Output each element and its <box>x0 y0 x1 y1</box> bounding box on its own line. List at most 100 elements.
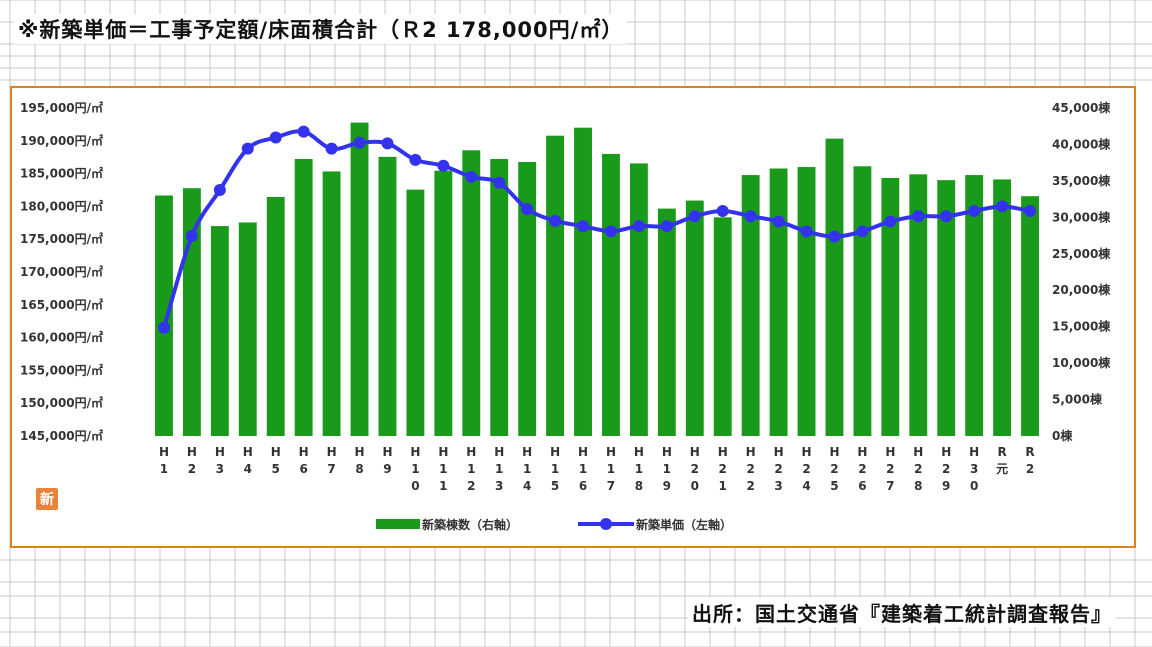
bar-H19 <box>657 208 676 436</box>
bar-H13 <box>490 159 509 436</box>
price-point-H5 <box>269 131 282 144</box>
bar-H28 <box>909 174 928 436</box>
price-point-H1 <box>157 321 170 334</box>
right-axis-tick-label: 0棟 <box>1052 428 1073 443</box>
left-axis-tick-label: 165,000円/㎡ <box>20 297 103 312</box>
bar-H4 <box>238 222 257 436</box>
bar-H12 <box>462 150 481 436</box>
right-axis-tick-label: 20,000棟 <box>1052 282 1111 297</box>
bar-H3 <box>210 226 229 436</box>
right-axis-tick-label: 15,000棟 <box>1052 319 1111 334</box>
bar-H11 <box>434 170 453 436</box>
price-point-H24 <box>800 225 813 238</box>
price-point-H25 <box>828 230 841 243</box>
bar-H15 <box>546 135 565 436</box>
price-point-H18 <box>632 220 645 233</box>
chart: 195,000円/㎡ 190,000円/㎡ 185,000円/㎡ 180,000円/㎡… <box>20 100 1111 532</box>
left-axis-tick-label: 175,000円/㎡ <box>20 231 103 246</box>
price-point-R元 <box>996 200 1009 213</box>
bar-H16 <box>574 127 592 437</box>
bar-H7 <box>322 171 341 436</box>
bar-H1 <box>155 195 173 436</box>
right-axis-tick-label: 25,000棟 <box>1052 246 1111 261</box>
left-axis-tick-label: 160,000円/㎡ <box>20 330 103 345</box>
bar-H18 <box>629 163 648 436</box>
left-axis-tick-label: 145,000円/㎡ <box>20 428 103 443</box>
right-axis-tick-label: 35,000棟 <box>1052 173 1111 188</box>
bar-H20 <box>685 200 704 436</box>
bar-H29 <box>937 180 956 436</box>
bar-H10 <box>406 189 425 436</box>
price-point-H4 <box>241 142 254 155</box>
price-point-H19 <box>660 220 673 233</box>
price-series-line <box>162 129 1031 329</box>
bar-H6 <box>294 159 313 436</box>
price-point-H13 <box>493 176 506 189</box>
price-point-H27 <box>884 215 897 228</box>
right-axis-tick-label: 5,000棟 <box>1052 392 1103 407</box>
right-axis-tick-label: 45,000棟 <box>1052 100 1111 115</box>
price-point-H26 <box>856 225 869 238</box>
price-point-H23 <box>772 215 785 228</box>
source-caption: 出所：国土交通省『建築着工統計調査報告』 <box>688 598 1116 627</box>
price-point-H21 <box>716 204 729 217</box>
price-point-H2 <box>185 229 198 242</box>
price-point-H20 <box>688 210 701 223</box>
price-point-H8 <box>353 136 366 149</box>
bar-H9 <box>378 156 397 436</box>
page-title: ※新築単価＝工事予定額/床面積合計（Ｒ2 178,000円/㎡） <box>14 14 628 44</box>
bar-H30 <box>965 175 984 436</box>
price-point-H22 <box>744 210 757 223</box>
price-point-H11 <box>437 159 450 172</box>
left-axis-tick-label: 150,000円/㎡ <box>20 395 103 410</box>
bar-H27 <box>881 177 900 436</box>
new-stamp-icon: 新 <box>36 488 58 510</box>
price-point-H29 <box>940 210 953 223</box>
price-point-H7 <box>325 142 338 155</box>
price-point-H16 <box>577 220 590 233</box>
price-point-H6 <box>297 125 310 138</box>
legend-line-marker <box>600 518 612 530</box>
legend-bar-label: 新築棟数（右軸） <box>422 517 518 532</box>
bar-H8 <box>350 122 369 437</box>
left-axis-tick-label: 180,000円/㎡ <box>20 198 103 213</box>
left-axis-tick-label: 185,000円/㎡ <box>20 166 103 181</box>
right-axis-tick-label: 30,000棟 <box>1052 209 1111 224</box>
bar-H26 <box>853 166 872 437</box>
price-point-R2 <box>1024 204 1037 217</box>
bar-H24 <box>797 167 816 436</box>
price-point-H3 <box>213 184 226 196</box>
price-point-H12 <box>465 170 478 183</box>
right-axis-tick-label: 10,000棟 <box>1052 355 1111 370</box>
left-axis-tick-label: 190,000円/㎡ <box>20 133 103 148</box>
bar-H14 <box>518 161 537 436</box>
right-axis-tick-label: 40,000棟 <box>1052 136 1111 151</box>
legend-bar-swatch <box>376 519 420 529</box>
bar-R2 <box>1021 196 1039 436</box>
